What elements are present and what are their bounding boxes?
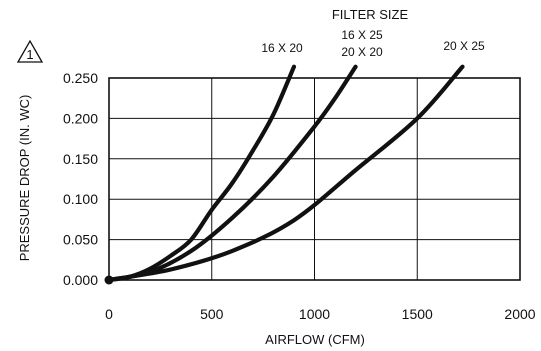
note-number: 1: [26, 47, 33, 62]
series-label: 16 X 25: [341, 28, 383, 42]
y-tick-label: 0.050: [63, 232, 98, 248]
x-axis-title: AIRFLOW (CFM): [265, 332, 365, 347]
series-lines: [104, 64, 465, 285]
x-tick-label: 1000: [299, 306, 330, 322]
series-line: [106, 64, 297, 283]
series-label: 16 X 20: [261, 41, 303, 55]
y-tick-label: 0.000: [63, 272, 98, 288]
x-tick-label: 2000: [504, 306, 535, 322]
x-tick-label: 500: [200, 306, 224, 322]
series-label: 20 X 25: [443, 39, 485, 53]
tick-labels: 0 500 1000 1500 2000 0.000 0.050 0.100 0.150 0.20…: [63, 70, 536, 322]
y-axis-title: PRESSURE DROP (IN. WC): [17, 95, 32, 262]
x-tick-label: 1500: [402, 306, 433, 322]
legend-title: FILTER SIZE: [332, 7, 409, 22]
note-triangle-icon: 1: [16, 39, 44, 63]
series-label: 20 X 20: [341, 45, 383, 59]
origin-point: [104, 275, 114, 285]
y-tick-label: 0.150: [63, 151, 98, 167]
series-line: [106, 64, 358, 283]
series-labels: 16 X 20 16 X 25 20 X 20 20 X 25: [261, 28, 485, 59]
series-line: [106, 64, 465, 283]
plot-frame: [108, 77, 521, 281]
y-tick-label: 0.250: [63, 70, 98, 86]
y-tick-label: 0.200: [63, 110, 98, 126]
y-tick-label: 0.100: [63, 191, 98, 207]
grid: [109, 78, 520, 280]
x-tick-label: 0: [105, 306, 113, 322]
